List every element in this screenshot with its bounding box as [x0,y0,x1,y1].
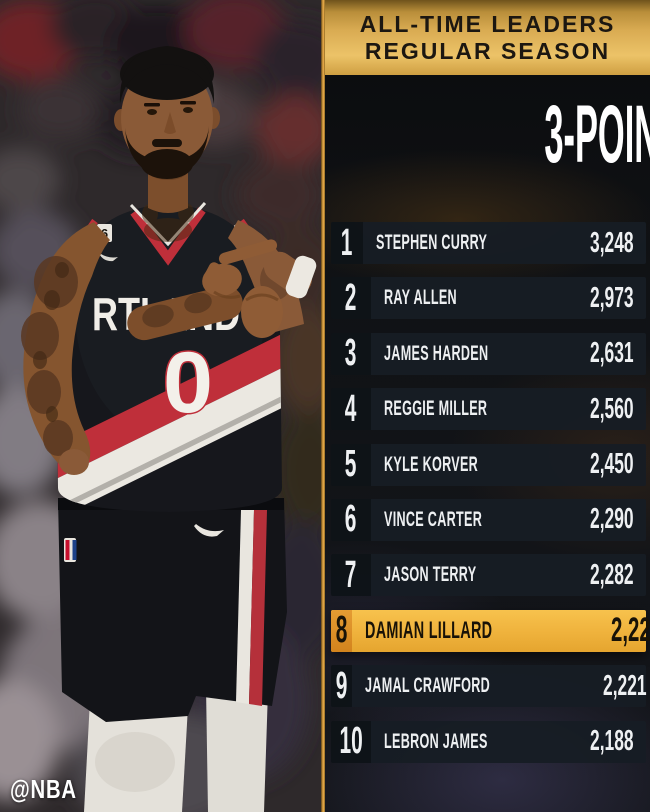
leaderboard-rows: 1 STEPHEN CURRY 3,248 2 RAY ALLEN 2,973 … [331,222,650,776]
player-name: JAMAL CRAWFORD [365,674,491,698]
rank-cell: 8 [331,609,353,652]
rank-cell: 4 [331,388,371,431]
gold-accent-line [321,0,325,812]
banner-line2: REGULAR SEASON [364,38,611,64]
leaderboard-row: 9 JAMAL CRAWFORD 2,221 [331,665,646,708]
player-value: 2,290 [590,503,634,536]
player-name: RAY ALLEN [384,286,457,310]
player-head [114,46,220,213]
leaderboard-row: 3 JAMES HARDEN 2,631 [331,332,646,375]
player-value: 2,973 [590,281,634,314]
leaderboard-row: 6 VINCE CARTER 2,290 [331,498,646,541]
leaderboard-row: 7 JASON TERRY 2,282 [331,554,646,597]
player-name: VINCE CARTER [384,507,483,531]
player-name: JASON TERRY [384,563,477,587]
rank-cell: 5 [331,443,371,486]
player-name: LEBRON JAMES [384,729,488,753]
rank-cell: 2 [331,277,371,320]
player-name: KYLE KORVER [384,452,479,476]
player-name: JAMES HARDEN [384,341,489,365]
player-name: STEPHEN CURRY [376,231,488,254]
leaderboard-panel: ALL-TIME LEADERS REGULAR SEASON 3-POINTE… [321,0,650,812]
player-value: 2,560 [590,392,634,425]
banner: ALL-TIME LEADERS REGULAR SEASON [325,0,650,75]
page-title: 3-POINTERS MADE [544,89,650,180]
player-value: 2,222 [611,611,650,650]
leaderboard-row: 10 LEBRON JAMES 2,188 [331,720,646,763]
player-value: 3,248 [590,226,634,259]
player-value: 2,188 [590,725,634,758]
banner-line1: ALL-TIME LEADERS [359,11,616,37]
player-arms [21,220,317,475]
swoosh-icon [194,524,224,537]
pointing-finger [218,239,278,265]
player-legs [84,686,268,812]
fist [241,286,283,338]
player-illustration: 6 RTLAND 0 [0,0,322,812]
player-name: REGGIE MILLER [384,397,488,421]
chest-badge-number: 6 [101,226,108,241]
player-shorts [58,498,287,722]
rank-cell: 6 [331,498,371,541]
player-value: 2,221 [602,669,647,702]
leaderboard-row: 1 STEPHEN CURRY 3,248 [331,222,646,264]
player-photo: 6 RTLAND 0 [0,0,322,812]
player-value: 2,631 [590,337,634,370]
rank-cell: 9 [331,665,353,708]
nba-logo-patch [64,538,77,562]
player-value: 2,282 [590,558,634,591]
player-value: 2,450 [590,448,634,481]
rank-cell: 3 [331,332,371,375]
rank-cell: 10 [331,720,371,763]
rank-cell: 1 [331,222,363,264]
swoosh-icon [98,252,118,262]
jersey-number: 0 [163,335,213,431]
leaderboard-row: 2 RAY ALLEN 2,973 [331,277,646,320]
jersey-sash-red [56,330,282,482]
rank-cell: 7 [331,554,371,597]
player-name: DAMIAN LILLARD [365,616,493,644]
nba-watermark: @NBA [10,774,77,804]
leaderboard-row: 5 KYLE KORVER 2,450 [331,443,646,486]
leaderboard-row: 4 REGGIE MILLER 2,560 [331,388,646,431]
wristband [285,255,317,299]
leaderboard-row-highlighted: 8 DAMIAN LILLARD 2,222 [331,609,650,652]
